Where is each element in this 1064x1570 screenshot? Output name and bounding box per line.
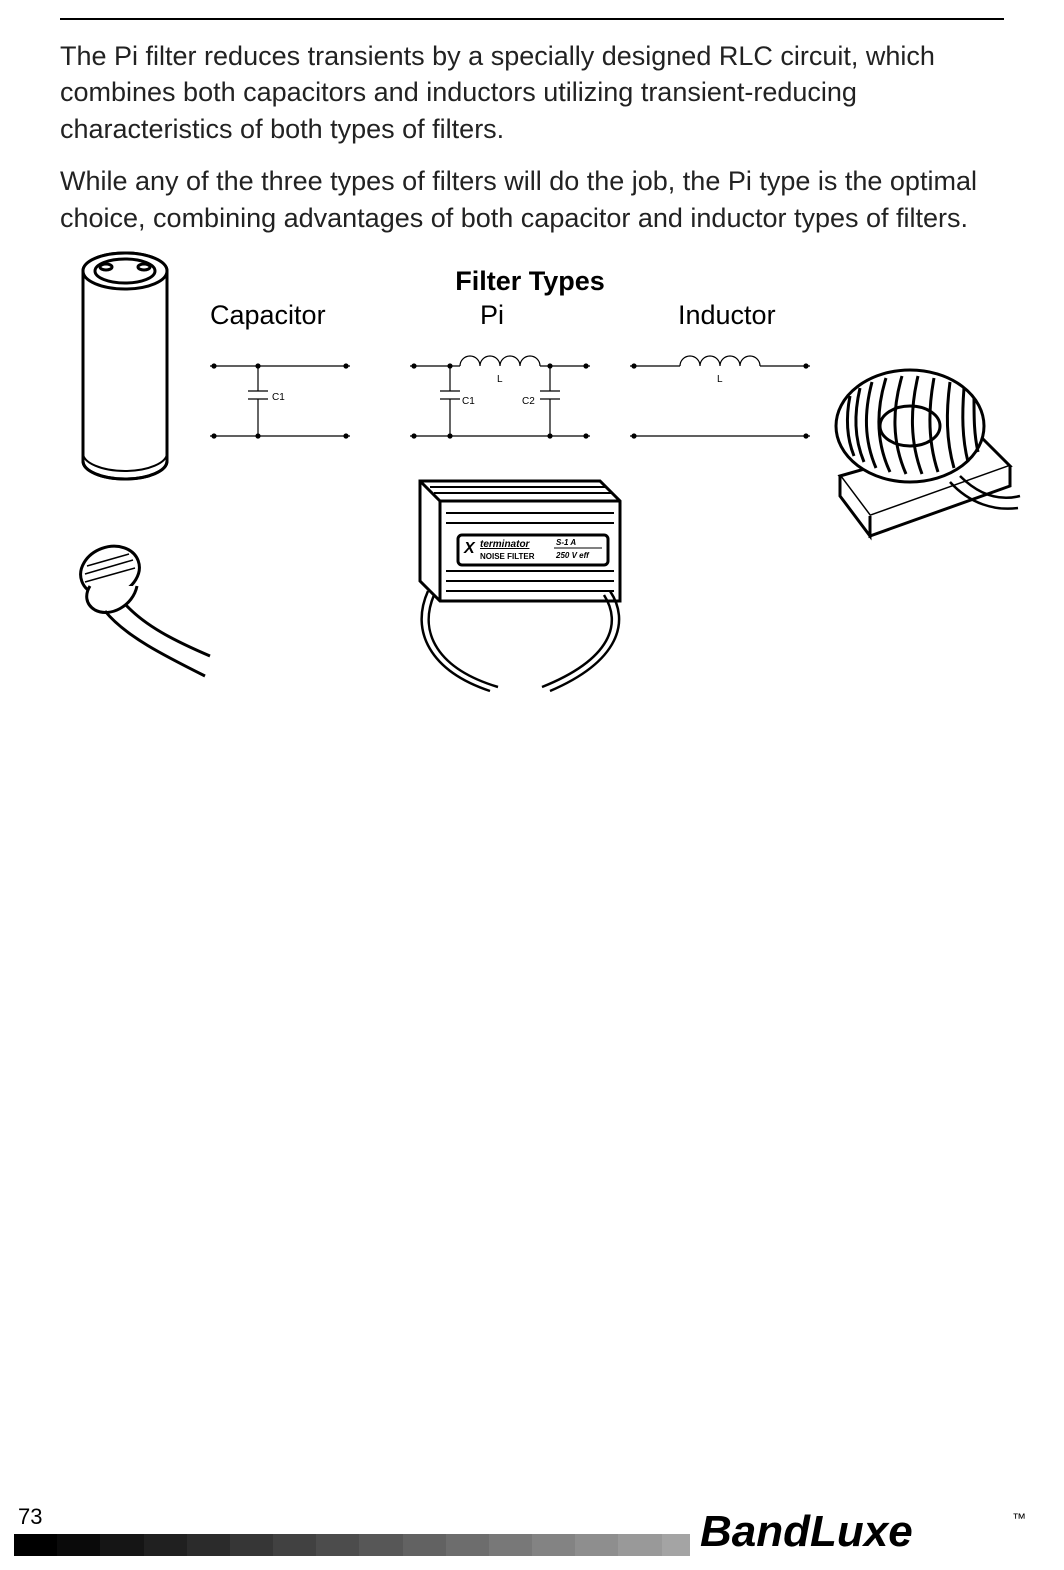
gradient-segment: [489, 1534, 532, 1556]
page-number: 73: [18, 1504, 42, 1530]
noise-filter-subtitle: NOISE FILTER: [480, 552, 535, 561]
gradient-segment: [230, 1534, 273, 1556]
noise-filter-rating-top: S-1 A: [556, 538, 576, 547]
gradient-segment: [359, 1534, 402, 1556]
gradient-segment: [144, 1534, 187, 1556]
gradient-segment: [14, 1534, 57, 1556]
inductor-schematic: L: [620, 346, 820, 456]
column-label-inductor: Inductor: [678, 300, 776, 331]
gradient-segment: [187, 1534, 230, 1556]
gradient-segment: [403, 1534, 446, 1556]
gradient-segment: [575, 1534, 618, 1556]
gradient-segment: [532, 1534, 575, 1556]
logo-tm: ™: [1012, 1510, 1026, 1526]
gradient-segment: [273, 1534, 316, 1556]
paragraph-2: While any of the three types of filters …: [60, 163, 1004, 236]
brand-logo: BandLuxe ™: [690, 1506, 1024, 1562]
pi-l-label: L: [497, 374, 503, 385]
paragraph-1: The Pi filter reduces transients by a sp…: [60, 38, 1004, 147]
gradient-segment: [57, 1534, 100, 1556]
toroidal-inductor-drawing: [810, 326, 1030, 546]
noise-filter-box-drawing: X terminator NOISE FILTER S-1 A 250 V ef…: [380, 441, 640, 701]
capacitor-schematic: C1: [200, 346, 360, 456]
noise-filter-x: X: [463, 540, 476, 557]
gradient-segment: [100, 1534, 143, 1556]
figure-title: Filter Types: [340, 266, 720, 297]
gradient-segment: [316, 1534, 359, 1556]
page-footer: 73 BandLuxe ™: [0, 1500, 1064, 1570]
column-label-capacitor: Capacitor: [210, 300, 326, 331]
ind-l-label: L: [717, 374, 723, 385]
cap-c1-label: C1: [272, 392, 285, 403]
header-rule: [60, 18, 1004, 20]
filter-types-figure: Filter Types Capacitor Pi Inductor: [60, 266, 1004, 786]
electrolytic-capacitor-drawing: [50, 231, 200, 511]
gradient-segment: [618, 1534, 661, 1556]
pi-c1-label: C1: [462, 396, 475, 407]
gradient-segment: [446, 1534, 489, 1556]
column-label-pi: Pi: [480, 300, 504, 331]
noise-filter-rating-bottom: 250 V eff: [555, 551, 590, 560]
noise-filter-brand: terminator: [480, 539, 531, 550]
logo-text: BandLuxe: [700, 1507, 913, 1556]
pi-c2-label: C2: [522, 396, 535, 407]
small-capacitor-drawing: [55, 526, 225, 696]
pi-schematic: L C1 C2: [400, 346, 600, 456]
